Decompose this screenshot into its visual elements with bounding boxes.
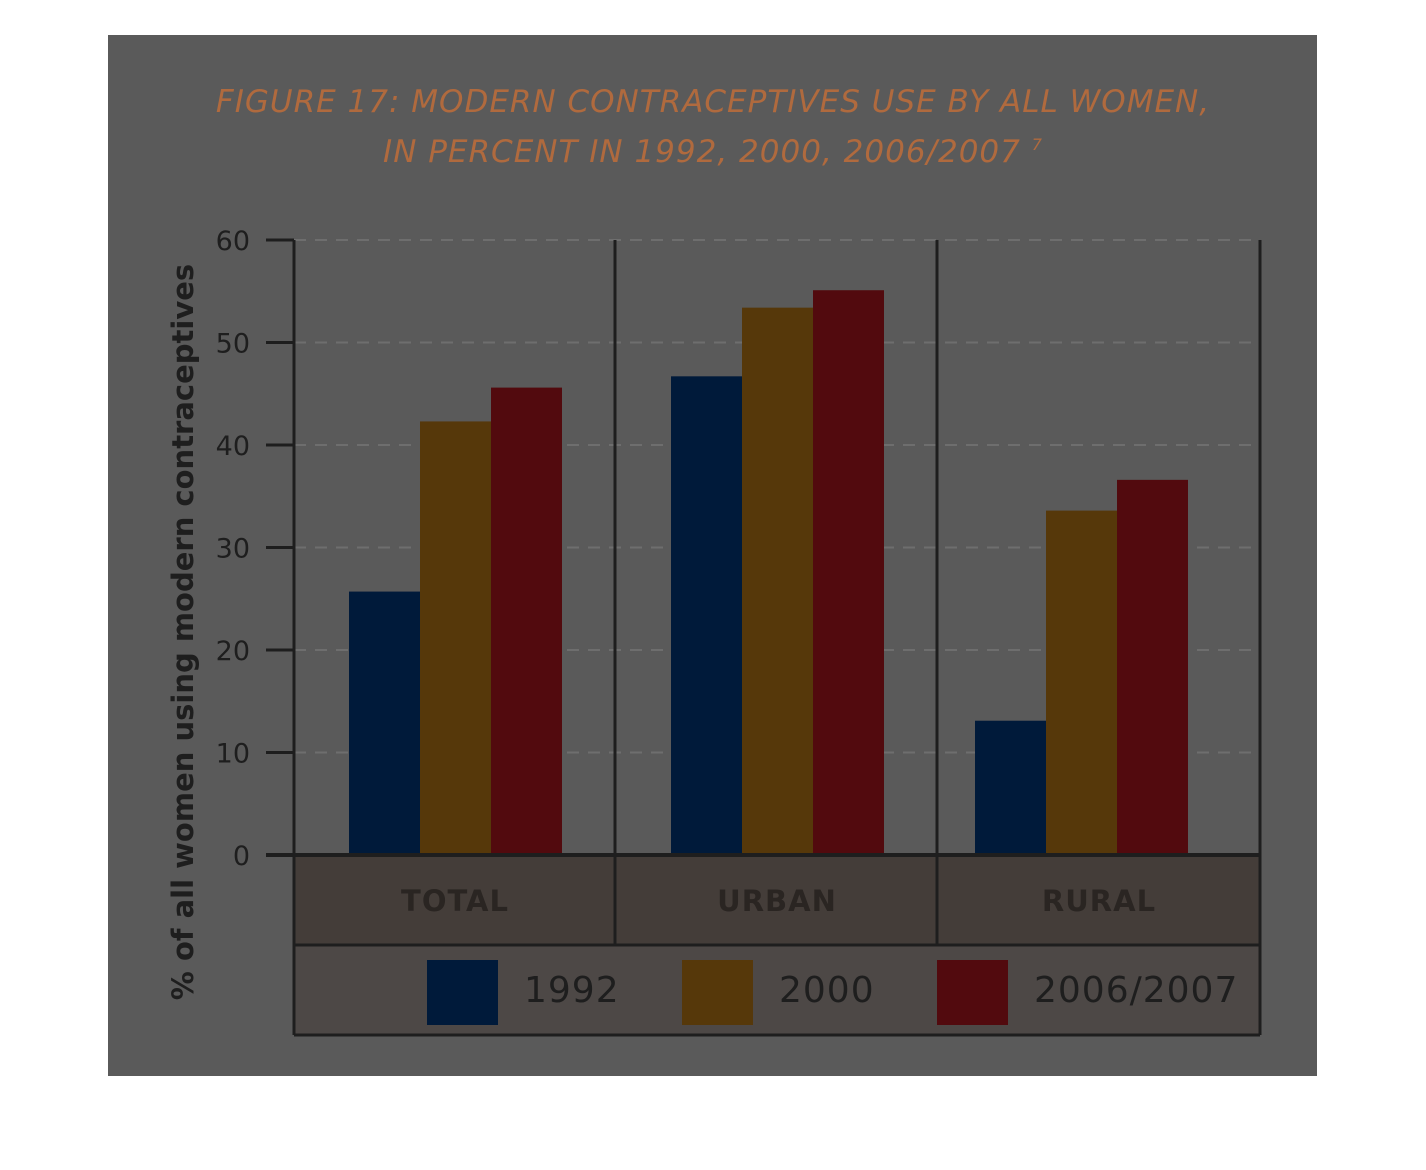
y-tick-label: 60	[216, 226, 250, 257]
chart-title-line-1: FIGURE 17: MODERN CONTRACEPTIVES USE BY …	[215, 84, 1211, 120]
legend-label: 2000	[779, 970, 875, 1011]
bar-urban-1992	[671, 376, 742, 855]
legend-swatch-2006-2007	[937, 960, 1008, 1025]
y-tick-label: 30	[216, 534, 250, 565]
y-tick-label: 40	[216, 431, 250, 462]
chart-title-line-2: IN PERCENT IN 1992, 2000, 2006/2007 7	[0, 134, 1426, 170]
legend-swatch-1992	[427, 960, 498, 1025]
category-label: URBAN	[717, 884, 837, 918]
y-tick-label: 10	[216, 739, 250, 770]
bar-urban-2000	[742, 307, 813, 855]
y-tick-label: 0	[233, 841, 250, 872]
chart-title-line-2-text: IN PERCENT IN 1992, 2000, 2006/2007	[383, 134, 1021, 170]
category-band	[294, 855, 1260, 945]
bar-rural-1992	[975, 720, 1046, 855]
category-label: RURAL	[1042, 884, 1156, 918]
category-label: TOTAL	[401, 884, 509, 918]
bar-total-1992	[349, 591, 420, 855]
y-tick-label: 50	[216, 329, 250, 360]
legend-label: 2006/2007	[1034, 970, 1238, 1011]
legend-swatch-2000	[682, 960, 753, 1025]
bar-rural-2000	[1046, 510, 1117, 855]
bar-urban-2006-2007	[813, 290, 884, 856]
legend-label: 1992	[524, 970, 620, 1011]
bar-total-2000	[420, 421, 491, 855]
bar-rural-2006-2007	[1117, 479, 1188, 855]
title-footnote-marker: 7	[1031, 135, 1043, 154]
bar-total-2006-2007	[491, 387, 562, 855]
y-tick-label: 20	[216, 636, 250, 667]
